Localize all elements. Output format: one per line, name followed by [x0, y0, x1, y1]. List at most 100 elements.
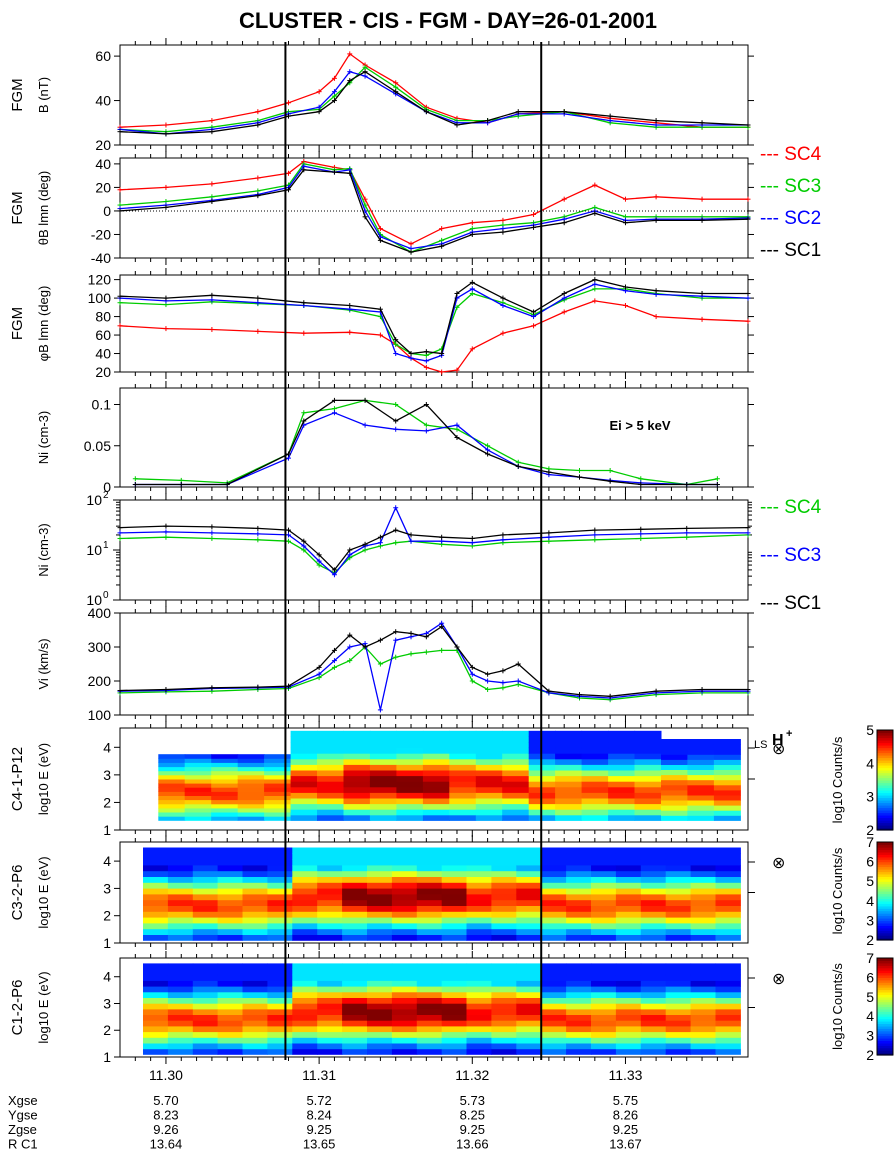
- spec3-cell: [715, 997, 741, 1004]
- spec2-cbar-cell: [877, 893, 893, 897]
- spec2-cell: [367, 893, 393, 901]
- spec1-cell: [502, 747, 530, 754]
- spec1-cell: [475, 786, 503, 793]
- spec3-cbar-cell: [877, 972, 893, 976]
- spec2-cell: [367, 888, 393, 895]
- orbit-value: 8.23: [153, 1108, 178, 1123]
- spec2-cell: [267, 922, 293, 930]
- spec3-cbar-cell: [877, 1042, 893, 1046]
- spec3-cell: [143, 1020, 169, 1027]
- spec3-cell: [591, 991, 617, 998]
- spec3-cell: [566, 974, 592, 981]
- spec1-ylabel: log10 E (eV): [36, 743, 51, 815]
- spec3-cell: [242, 991, 268, 998]
- spec3-cell: [167, 963, 194, 970]
- spec3-cell: [317, 969, 343, 976]
- b-ylabel-text: B (nT): [36, 77, 51, 113]
- spec1-cell: [661, 779, 688, 786]
- spec2-cell: [167, 853, 194, 860]
- spec1-cell: [475, 753, 503, 760]
- spec1-cell: [661, 800, 688, 806]
- spec3-cell: [342, 997, 368, 1004]
- spec3-cell: [342, 1043, 368, 1050]
- spec3-cell: [342, 1020, 368, 1027]
- spec2-cell: [242, 870, 268, 877]
- spec1-cell: [449, 775, 477, 782]
- spec2-cbar-cell: [877, 913, 893, 917]
- spec3-cell: [690, 1008, 716, 1015]
- spec3-cell: [167, 1008, 194, 1015]
- spec3-cell: [516, 986, 542, 993]
- spec3-cell: [416, 1037, 443, 1044]
- spec1-cell: [555, 775, 583, 782]
- spec3-cell: [416, 991, 443, 998]
- spec2-cell: [317, 893, 343, 901]
- spec1-cell: [608, 803, 636, 810]
- spec1-cell: [369, 764, 397, 771]
- spec3-cell: [690, 974, 716, 981]
- spec3-cbar-cell: [877, 1001, 893, 1005]
- spec1-cell: [264, 816, 292, 821]
- spec3-cell: [640, 980, 667, 987]
- xtick-label: 11.33: [608, 1067, 642, 1083]
- theta-ytick-label: 40: [95, 156, 111, 172]
- spec1-cell: [502, 781, 530, 788]
- spec1-cell: [317, 803, 344, 810]
- spec2-cell: [391, 917, 418, 924]
- spec3-cell: [491, 974, 517, 981]
- spec1-cell: [158, 791, 186, 796]
- spec3-cell: [665, 1014, 692, 1021]
- spec3-cell: [242, 1031, 268, 1038]
- spec3-cbar-cell: [877, 967, 893, 971]
- spec3-cell: [292, 1037, 318, 1044]
- spec2-cell: [391, 893, 418, 901]
- spec1-cell: [449, 792, 477, 799]
- spec1-cell: [581, 786, 609, 793]
- spec1-cell: [237, 766, 265, 772]
- ni_log-ytick-exp: 2: [103, 490, 109, 501]
- spec2-cell: [217, 922, 243, 930]
- spec3-cell: [615, 980, 642, 987]
- spec1-cell: [608, 781, 636, 788]
- spec1-cell: [555, 803, 583, 810]
- spec1-cell: [502, 736, 530, 743]
- spec3-cell: [690, 1037, 716, 1044]
- ni_log-ylabel-text: Ni (cm-3): [36, 523, 51, 576]
- spec1-cell: [317, 753, 344, 760]
- ni_log-series-SC3-line: [119, 506, 748, 576]
- spec1-cell: [581, 770, 609, 777]
- spec2-cell: [342, 917, 368, 924]
- spec2-cell: [516, 934, 542, 941]
- spec2-cell: [541, 882, 567, 889]
- spec3-cell: [665, 980, 692, 987]
- spec3-cbar-cell: [877, 979, 893, 983]
- spec1-cell: [634, 742, 662, 749]
- spec3-cell: [441, 1014, 468, 1021]
- spec1-cell: [211, 795, 239, 801]
- theta-ylabel-text: θB lmn (deg): [36, 171, 51, 245]
- spec3-cell: [665, 1003, 692, 1010]
- spec1-cell: [422, 764, 450, 771]
- spec2-cell: [143, 853, 169, 860]
- spec1-cell: [396, 786, 424, 793]
- spec3-cbar-cell: [877, 1052, 893, 1056]
- spec2-cell: [416, 928, 443, 935]
- spec2-cell: [292, 847, 318, 854]
- spec2-cell: [143, 905, 169, 912]
- spec2-cell: [143, 888, 169, 895]
- spec2-cell: [441, 905, 468, 912]
- spec3-cell: [690, 963, 716, 970]
- spec2-cell: [640, 847, 667, 854]
- spec3-cell: [591, 1048, 617, 1055]
- spec3-cell: [441, 980, 468, 987]
- spec2-cell: [192, 893, 219, 901]
- spec2-cbar-tick-label: 6: [866, 854, 874, 870]
- spec2-cell: [541, 853, 567, 860]
- spec3-cell: [491, 1003, 517, 1010]
- spec1-cell: [396, 781, 424, 788]
- spec2-cell: [591, 928, 617, 935]
- spec2-cell: [292, 882, 318, 889]
- spec1-cell: [369, 781, 397, 788]
- spec3-cell: [143, 1048, 169, 1055]
- spec1-cell: [237, 816, 265, 821]
